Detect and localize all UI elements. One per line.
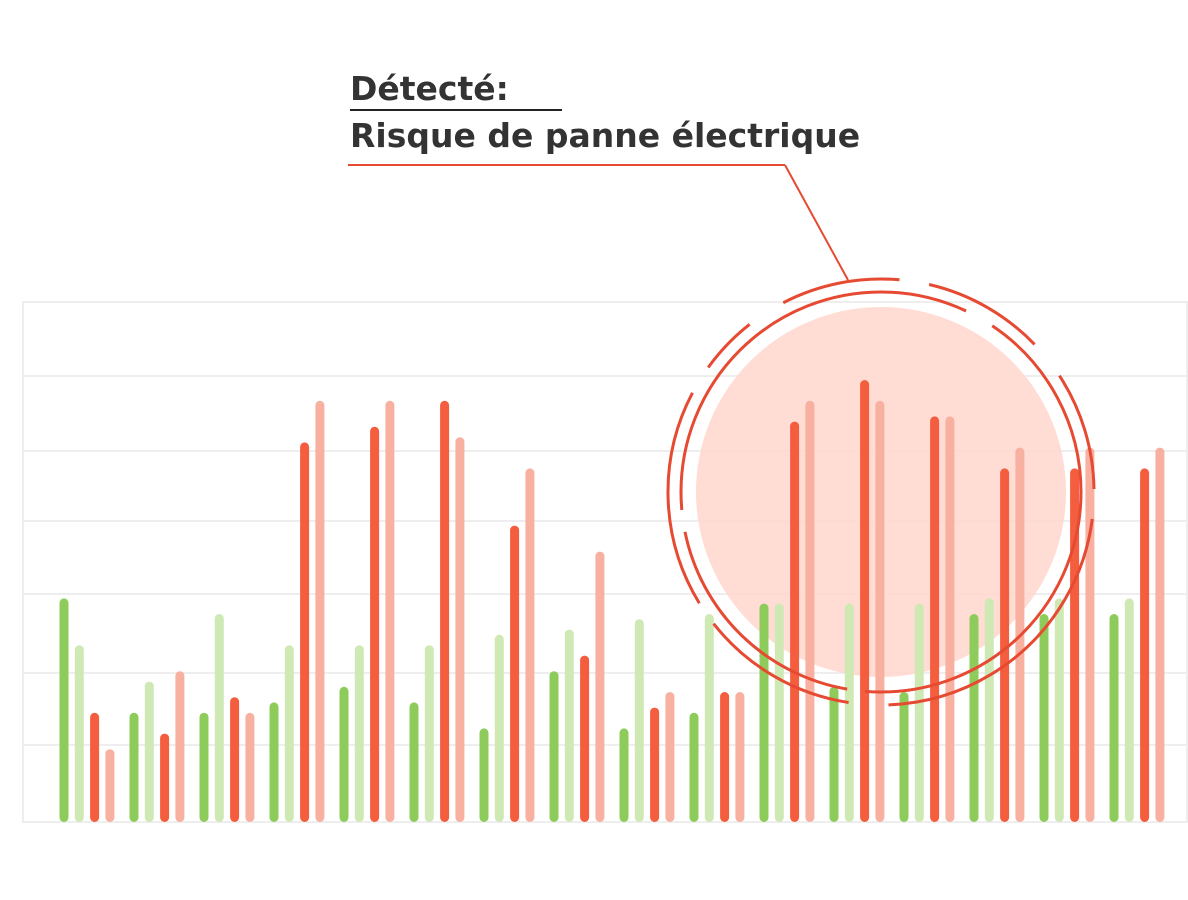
bar [759, 603, 769, 822]
ring [666, 277, 1096, 707]
callout-line [784, 164, 849, 281]
bar [455, 437, 465, 822]
bar [245, 712, 255, 822]
bar [875, 400, 885, 822]
bar [790, 421, 800, 822]
bar [774, 603, 784, 822]
bar [634, 619, 644, 822]
bar [354, 645, 364, 822]
bar [1070, 468, 1080, 822]
bar [984, 598, 994, 822]
bar [619, 728, 629, 822]
bar [844, 603, 854, 822]
bar [339, 686, 349, 822]
bar [74, 645, 84, 822]
bar [720, 692, 730, 822]
bar [914, 603, 924, 822]
bar [930, 416, 940, 822]
ring [679, 290, 1083, 694]
bar [510, 525, 520, 822]
bar [199, 712, 209, 822]
bar [175, 671, 185, 822]
bar [1109, 614, 1119, 822]
bar [945, 416, 955, 822]
bar [1085, 447, 1095, 822]
chart-subtitle: Risque de panne électrique [350, 116, 860, 155]
bars [59, 380, 1165, 822]
bar [315, 400, 325, 822]
bar [689, 712, 699, 822]
bar [899, 692, 909, 822]
bar [525, 468, 535, 822]
bar [284, 645, 294, 822]
bar [650, 707, 660, 822]
bar [269, 702, 279, 822]
bar [494, 634, 504, 822]
bar [409, 702, 419, 822]
bar [1039, 614, 1049, 822]
bar [129, 712, 139, 822]
bar [1155, 447, 1165, 822]
bar [1124, 598, 1134, 822]
bar [665, 692, 675, 822]
bar [805, 400, 815, 822]
bar [829, 686, 839, 822]
bar [479, 728, 489, 822]
bar [1054, 598, 1064, 822]
bar [59, 598, 69, 822]
bar [595, 551, 605, 822]
bar [144, 681, 154, 822]
bar [860, 380, 870, 822]
bar [214, 614, 224, 822]
plot-frame [22, 301, 1188, 823]
highlight-rings [666, 277, 1096, 707]
bar [370, 426, 380, 822]
bar [1000, 468, 1010, 822]
chart-title: Détecté: [350, 69, 509, 108]
bar [969, 614, 979, 822]
bar [105, 749, 115, 822]
bar [385, 400, 395, 822]
bar [424, 645, 434, 822]
bar [549, 671, 559, 822]
bar [160, 733, 170, 822]
bar [704, 614, 714, 822]
bar [440, 400, 450, 822]
bar [564, 629, 574, 822]
bar [735, 692, 745, 822]
bar [300, 442, 310, 822]
bar [1140, 468, 1150, 822]
bar [580, 655, 590, 822]
bar [90, 712, 100, 822]
bar [230, 697, 240, 822]
